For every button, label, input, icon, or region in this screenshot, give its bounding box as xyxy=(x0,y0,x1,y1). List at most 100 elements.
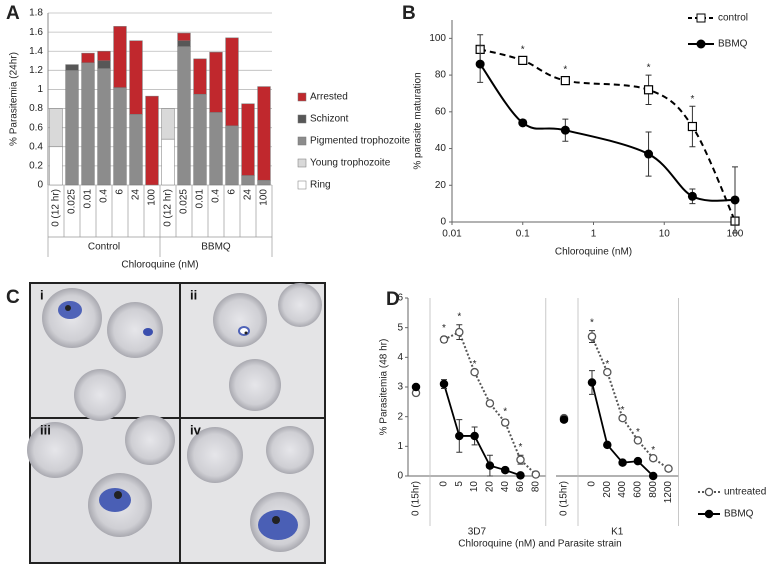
x-tick-label: 10 xyxy=(469,481,480,493)
bar-segment xyxy=(129,40,143,115)
series-line xyxy=(443,383,521,477)
marker xyxy=(648,471,658,481)
bar-segment xyxy=(65,64,79,71)
bar-segment xyxy=(225,37,239,127)
significance-mark: * xyxy=(636,427,640,438)
bar-segment xyxy=(145,95,159,186)
series-line xyxy=(591,336,670,470)
pigment xyxy=(114,491,122,499)
x-tick-label: 60 xyxy=(515,481,526,493)
marker xyxy=(587,378,597,387)
legend-label: Ring xyxy=(310,180,331,191)
significance-mark: * xyxy=(521,44,525,55)
bar-segment xyxy=(49,108,63,148)
x-tick-label: 0 (15hr) xyxy=(559,481,570,516)
bar-segment xyxy=(257,86,271,181)
panel-letter: C xyxy=(6,287,20,308)
bar-segment xyxy=(177,32,191,41)
x-tick-label: 5 xyxy=(454,481,465,487)
x-tick-label: 40 xyxy=(500,481,511,493)
x-tick-label: 1 xyxy=(591,229,597,240)
significance-mark: * xyxy=(442,323,446,334)
x-tick-label: 0 xyxy=(439,481,450,487)
marker xyxy=(500,418,510,427)
pigment xyxy=(244,331,248,335)
legend-marker xyxy=(696,13,706,23)
significance-mark: * xyxy=(519,442,523,453)
bar-segment xyxy=(113,87,127,186)
x-tick-label: 0.1 xyxy=(516,229,530,240)
y-tick-label: 0 xyxy=(440,217,446,228)
micrograph-panel: i ii iii iv xyxy=(27,282,326,564)
y-tick-label: 1.2 xyxy=(29,65,43,76)
bar-segment xyxy=(209,112,223,186)
x-tick-label: 6 xyxy=(115,189,126,195)
marker xyxy=(455,431,464,441)
y-tick-label: 3 xyxy=(397,382,403,393)
significance-mark: * xyxy=(563,65,567,76)
x-tick-label: 0.025 xyxy=(179,189,190,214)
y-tick-label: 6 xyxy=(397,293,403,304)
x-tick-label: 0.4 xyxy=(211,189,222,203)
x-tick-label: 0 (12 hr) xyxy=(51,189,62,227)
marker xyxy=(455,327,464,337)
red-cell xyxy=(27,422,83,478)
x-tick-label: 10 xyxy=(659,229,671,240)
marker xyxy=(516,471,525,480)
marker xyxy=(470,367,479,377)
bar-segment xyxy=(65,70,79,186)
marker xyxy=(633,456,643,466)
parasite xyxy=(99,488,131,512)
y-axis-label: % Parasitemia (24hr) xyxy=(9,52,20,146)
x-tick-label: 100 xyxy=(147,189,158,206)
y-tick-label: 40 xyxy=(435,143,447,154)
x-tick-label: 400 xyxy=(617,481,628,498)
bar-segment xyxy=(257,179,271,186)
marker xyxy=(618,413,627,423)
bar-segment xyxy=(81,62,95,186)
pigment xyxy=(272,516,280,524)
bar-segment xyxy=(97,50,111,62)
x-axis-label: Chloroquine (nM) xyxy=(555,247,632,258)
marker xyxy=(603,367,612,377)
significance-mark: * xyxy=(647,63,651,74)
x-axis-label: Chloroquine (nM) and Parasite strain xyxy=(458,539,621,550)
y-tick-label: 20 xyxy=(435,180,447,191)
legend-swatch xyxy=(297,92,307,102)
legend-label: Young trophozoite xyxy=(310,158,391,169)
bar-segment xyxy=(241,103,255,176)
marker xyxy=(587,332,597,341)
x-tick-label: 100 xyxy=(727,229,744,240)
red-cell xyxy=(74,369,126,421)
pigment xyxy=(65,305,71,311)
bar-segment xyxy=(129,114,143,186)
marker xyxy=(730,195,740,205)
x-tick-label: 0.4 xyxy=(99,189,110,203)
y-tick-label: 1.4 xyxy=(29,46,43,57)
group-label: 3D7 xyxy=(468,527,487,538)
red-cell xyxy=(266,426,314,474)
legend-marker xyxy=(704,509,714,519)
group-label: K1 xyxy=(611,527,624,538)
panel-letter: B xyxy=(402,3,416,24)
marker xyxy=(531,470,541,479)
micrograph-label: i xyxy=(40,287,44,302)
parasite xyxy=(238,326,250,336)
x-tick-label: 80 xyxy=(530,481,541,493)
bar-segment xyxy=(241,175,255,186)
bar-segment xyxy=(49,146,63,186)
bar-segment xyxy=(177,46,191,186)
y-tick-label: 0.2 xyxy=(29,161,43,172)
marker xyxy=(518,55,528,66)
bar-segment xyxy=(97,60,111,69)
parasite xyxy=(258,510,298,540)
legend-swatch xyxy=(297,180,307,190)
marker xyxy=(485,461,495,470)
y-tick-label: 5 xyxy=(397,322,403,333)
y-axis-label: % Parasitemia (48 hr) xyxy=(379,339,390,436)
x-tick-label: 0.01 xyxy=(442,229,462,240)
y-tick-label: 1.6 xyxy=(29,27,43,38)
marker xyxy=(648,453,658,463)
legend-swatch xyxy=(297,114,307,124)
